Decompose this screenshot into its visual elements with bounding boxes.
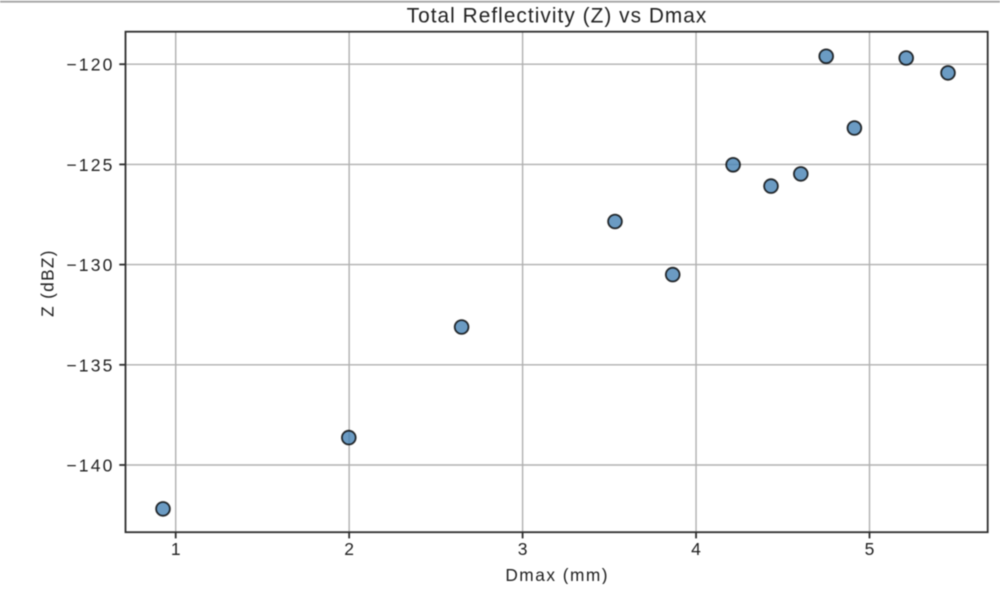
svg-text:−135: −135: [66, 355, 114, 375]
svg-text:−125: −125: [66, 155, 114, 175]
svg-text:−140: −140: [66, 456, 114, 476]
svg-text:3: 3: [518, 539, 528, 559]
svg-text:−120: −120: [66, 55, 114, 75]
svg-text:Z (dBZ): Z (dBZ): [37, 249, 57, 317]
svg-text:Total Reflectivity (Z) vs Dmax: Total Reflectivity (Z) vs Dmax: [407, 4, 708, 27]
svg-text:Dmax (mm): Dmax (mm): [505, 565, 609, 584]
svg-text:4: 4: [691, 539, 701, 559]
svg-text:5: 5: [865, 539, 875, 559]
svg-text:1: 1: [171, 539, 181, 559]
svg-text:2: 2: [344, 539, 354, 559]
svg-text:−130: −130: [66, 255, 114, 275]
